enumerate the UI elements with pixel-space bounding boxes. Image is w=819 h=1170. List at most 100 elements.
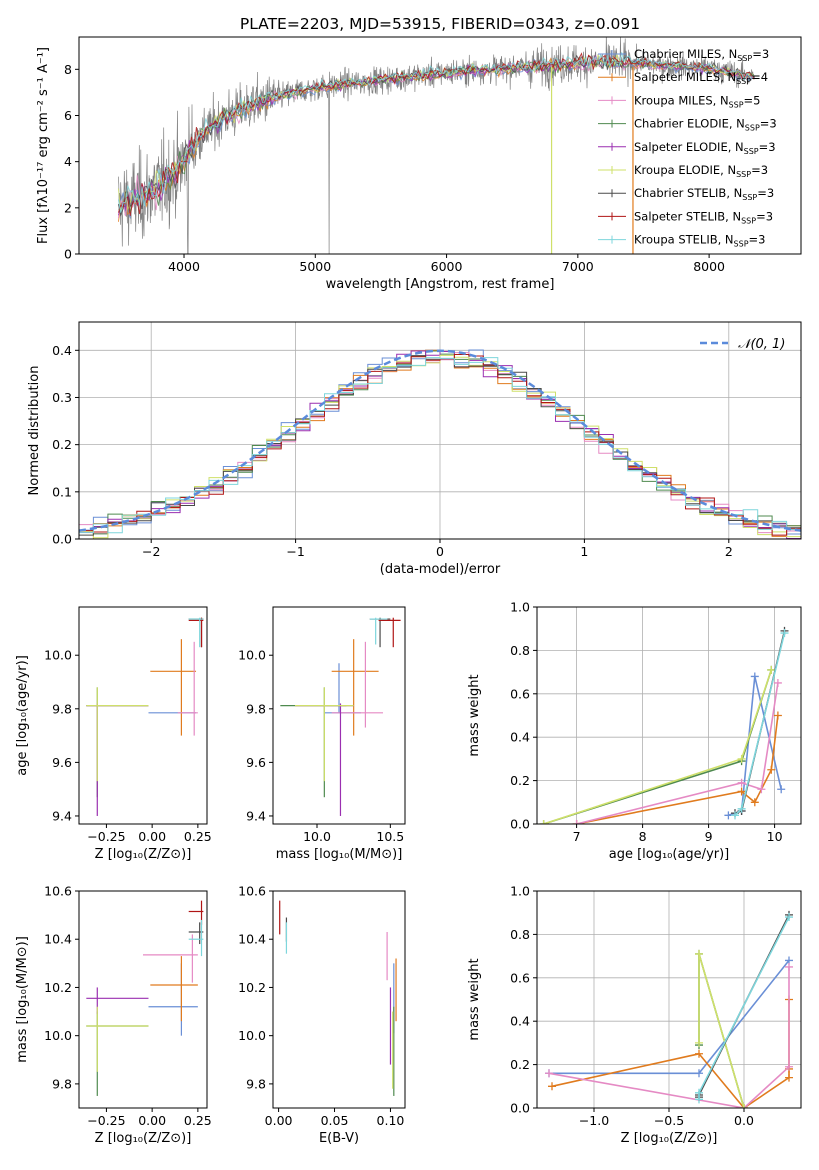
legend-entry: Kroupa STELIB, NSSP=3 <box>598 233 765 249</box>
y-tick-label: 0.2 <box>510 773 530 788</box>
series-point <box>785 1073 793 1082</box>
axes-frame <box>272 890 406 1109</box>
legend-label: Chabrier MILES, NSSP=3 <box>634 47 769 63</box>
panel-massweight_vs_age: 7 8 9 10 0.0 0.2 0.4 0.6 0.8 1.0 age [log₁₀(age/yr… <box>467 600 802 862</box>
series-point <box>695 1088 703 1097</box>
y-tick-label: 9.4 <box>52 808 72 823</box>
legend-label-value: =3 <box>760 117 777 131</box>
legend-label-text: Kroupa ELODIE, N <box>634 163 736 177</box>
errorbar-point <box>86 703 149 816</box>
x-tick-label: 10.5 <box>376 829 404 844</box>
x-tick-label: 0.05 <box>321 1113 349 1128</box>
series-point <box>737 804 746 813</box>
legend-entry: Salpeter MILES, NSSP=4 <box>598 70 768 86</box>
errorbar-point <box>86 987 149 1014</box>
legend-label: Chabrier STELIB, NSSP=3 <box>634 186 774 202</box>
y-tick-label: 9.6 <box>52 755 72 770</box>
errorbar-point <box>150 639 197 736</box>
legend-label-sub: SSP <box>736 170 751 179</box>
y-tick-label: 10.6 <box>44 884 72 899</box>
legend-label-text: Chabrier MILES, N <box>634 47 737 61</box>
errorbar-point <box>150 956 198 1022</box>
x-tick-label: 8000 <box>693 259 725 274</box>
y-tick-label: 10.4 <box>238 932 266 947</box>
series-kroupa-stelib <box>731 629 789 820</box>
series-point <box>737 787 746 796</box>
series-point <box>695 1069 703 1078</box>
plot-area-mass_vs_Z <box>86 900 204 1096</box>
y-tick-label: 0.1 <box>52 484 72 499</box>
errorbar-point <box>378 617 401 648</box>
y-tick-label: 9.6 <box>246 755 266 770</box>
series-point <box>773 678 782 687</box>
legend-label-value: =3 <box>759 140 776 154</box>
legend-label-text: Salpeter MILES, N <box>634 70 736 84</box>
series-point <box>767 665 776 674</box>
legend-label: Kroupa MILES, NSSP=5 <box>634 93 760 109</box>
legend-label: 𝒩(0, 1) <box>738 337 785 352</box>
y-axis-label: mass [log₁₀(M/M⊙)] <box>15 936 30 1063</box>
legend-label-text: Salpeter STELIB, N <box>634 209 741 223</box>
errorbar-point <box>188 919 204 957</box>
plot-area-spectrum <box>117 37 756 254</box>
panel-age_vs_mass: 10.0 10.5 9.4 9.6 9.8 10.0 mass [log₁₀(M/M⊙)] <box>238 606 406 862</box>
plot-area-massweight_vs_age <box>537 607 801 824</box>
y-tick-label: 10.2 <box>44 980 72 995</box>
y-tick-label: 8 <box>64 62 72 77</box>
panel-massweight_vs_Z: −1.0 −0.5 0.0 0.0 0.2 0.4 0.6 0.8 1.0 Z [log₁₀(Z/… <box>467 884 802 1146</box>
x-tick-label: 1 <box>580 544 588 559</box>
x-axis-label: Z [log₁₀(Z/Z⊙)] <box>95 847 192 862</box>
y-tick-label: 0.0 <box>510 817 530 832</box>
series-kroupa-elodie <box>695 949 748 1108</box>
errorbar-point <box>86 687 149 782</box>
errorbar-point <box>295 687 354 782</box>
legend-label-value: =3 <box>756 209 773 223</box>
axes-frame <box>272 606 406 825</box>
series-point <box>740 1104 748 1108</box>
plot-area-massweight_vs_Z <box>537 891 801 1108</box>
series-line <box>551 999 790 1108</box>
normal-curve <box>79 349 801 532</box>
y-tick-label: 2 <box>64 200 72 215</box>
y-tick-label: 0.4 <box>510 1014 530 1029</box>
axes-frame <box>78 606 208 825</box>
errorbar-point <box>86 1011 149 1096</box>
axes-frame <box>78 36 802 255</box>
legend-label-value: =3 <box>752 47 769 61</box>
legend-label-text: Kroupa STELIB, N <box>634 233 734 247</box>
y-tick-label: 9.8 <box>246 1076 266 1091</box>
legend-entry: Kroupa MILES, NSSP=5 <box>598 93 760 109</box>
series-point <box>695 1049 703 1058</box>
series-point <box>695 1038 703 1047</box>
x-tick-label: 5000 <box>299 259 331 274</box>
chart-title: PLATE=2203, MJD=53915, FIBERID=0343, z=0… <box>240 15 640 33</box>
x-axis-label: Z [log₁₀(Z/Z⊙)] <box>95 1131 192 1146</box>
errorbar-point <box>177 641 198 736</box>
legend-label: Salpeter ELODIE, NSSP=3 <box>634 140 776 156</box>
x-tick-label: 9 <box>705 829 713 844</box>
x-tick-label: −1.0 <box>579 1113 609 1128</box>
series-salpeter-miles <box>572 711 782 824</box>
errorbar-point <box>369 617 388 645</box>
legend-label: Kroupa STELIB, NSSP=3 <box>634 233 765 249</box>
legend-label-sub: SSP <box>736 77 751 86</box>
errorbar-point <box>188 922 204 945</box>
x-tick-label: −0.25 <box>87 829 125 844</box>
errorbar-point <box>188 617 204 648</box>
y-axis-label: mass weight <box>467 674 482 756</box>
series-point <box>773 711 782 720</box>
series-point <box>548 1082 556 1091</box>
series-kroupa-elodie <box>539 665 776 824</box>
x-tick-label: 2 <box>725 544 733 559</box>
histogram-step <box>79 357 801 534</box>
x-tick-label: 0.00 <box>138 1113 166 1128</box>
legend-label-value: =3 <box>757 186 774 200</box>
axes-frame <box>536 890 802 1109</box>
legend-label-text: Kroupa MILES, N <box>634 93 729 107</box>
legend-entry: Salpeter STELIB, NSSP=3 <box>598 209 773 225</box>
errorbar-point <box>188 617 204 648</box>
series-point <box>757 785 766 794</box>
series-point <box>737 754 746 763</box>
